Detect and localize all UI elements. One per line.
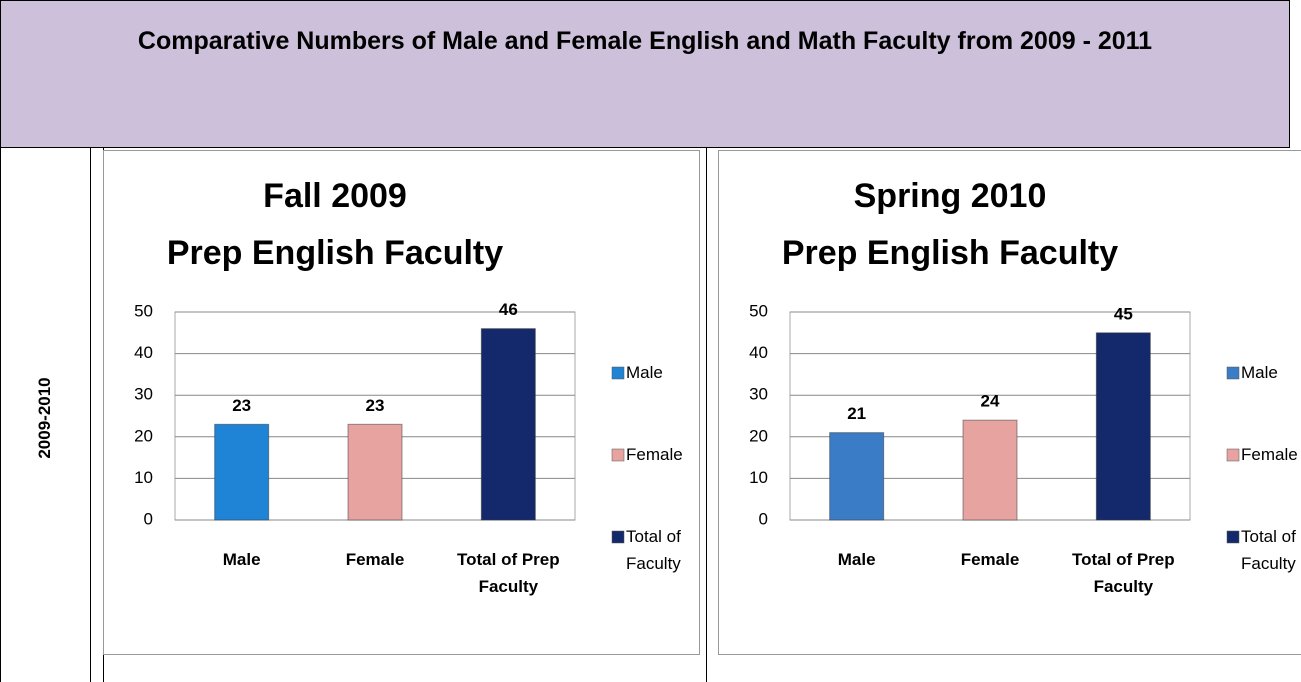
data-label: 21 (847, 404, 866, 423)
chart-frame (718, 150, 1301, 655)
y-tick-label: 20 (749, 426, 768, 445)
y-tick-label: 20 (134, 426, 153, 445)
chart: Fall 2009 Prep English Faculty 0 10 20 30 40 50… (103, 150, 700, 655)
data-label: 45 (1114, 304, 1133, 323)
bar (1095, 332, 1151, 521)
y-tick-label: 30 (749, 385, 768, 404)
legend-swatch (1226, 448, 1240, 462)
x-tick-label-box: Female (960, 550, 1020, 569)
data-label: 23 (232, 396, 251, 415)
legend-label-box: Female (1241, 445, 1298, 464)
legend-label: Total of Faculty (1241, 527, 1296, 573)
x-tick-label: Female (960, 550, 1020, 569)
border (90, 148, 91, 682)
y-tick-label: 30 (134, 385, 153, 404)
bar (480, 328, 536, 521)
x-tick-label: Male (222, 550, 261, 569)
x-tick-label: Female (345, 550, 405, 569)
legend-label-box: Total of Faculty (1241, 527, 1296, 573)
legend-label-box: Female (626, 445, 683, 464)
x-tick-label: Total of Prep Faculty (1072, 550, 1175, 596)
header: Comparative Numbers of Male and Female E… (0, 0, 1290, 148)
y-tick-label: 40 (749, 343, 768, 362)
chart-frame (103, 150, 700, 655)
legend-label-box: Male (626, 363, 663, 382)
legend-label: Male (626, 363, 663, 382)
chart-subtitle: Prep English Faculty (782, 234, 1118, 272)
legend-swatch (611, 448, 625, 462)
y-tick-label: 50 (749, 301, 768, 320)
x-tick-label-box: Total of Prep Faculty (1072, 550, 1175, 596)
legend-label-box: Total of Faculty (626, 527, 681, 573)
y-tick-label: 0 (759, 509, 768, 528)
legend-swatch (1226, 366, 1240, 380)
data-label: 46 (499, 300, 518, 319)
data-label: 23 (366, 396, 385, 415)
bar (829, 432, 885, 521)
x-tick-label-box: Male (222, 550, 261, 569)
legend-label: Total of Faculty (626, 527, 681, 573)
legend-label: Male (1241, 363, 1278, 382)
legend-swatch (611, 366, 625, 380)
bar (347, 423, 403, 521)
border (0, 148, 1, 682)
x-tick-label-box: Male (837, 550, 876, 569)
bar (214, 423, 270, 521)
legend-label: Female (1241, 445, 1298, 464)
border (706, 148, 707, 682)
data-label: 24 (981, 392, 1000, 411)
header-title: Comparative Numbers of Male and Female E… (137, 27, 1153, 55)
y-tick-label: 40 (134, 343, 153, 362)
bar (962, 419, 1018, 521)
y-tick-label: 50 (134, 301, 153, 320)
y-tick-label: 10 (749, 468, 768, 487)
y-tick-label: 10 (134, 468, 153, 487)
row-label: 2009-2010 (35, 377, 54, 459)
legend-label: Female (626, 445, 683, 464)
legend-swatch (1226, 530, 1240, 544)
chart-title: Spring 2010 (854, 177, 1047, 215)
chart-title: Fall 2009 (263, 177, 407, 215)
chart-subtitle: Prep English Faculty (167, 234, 503, 272)
x-tick-label-box: Total of Prep Faculty (457, 550, 560, 596)
x-tick-label: Total of Prep Faculty (457, 550, 560, 596)
y-tick-label: 0 (144, 509, 153, 528)
x-tick-label: Male (837, 550, 876, 569)
legend-label-box: Male (1241, 363, 1278, 382)
chart: Spring 2010 Prep English Faculty 0 10 20 30 40… (718, 150, 1301, 655)
legend-swatch (611, 530, 625, 544)
x-tick-label-box: Female (345, 550, 405, 569)
